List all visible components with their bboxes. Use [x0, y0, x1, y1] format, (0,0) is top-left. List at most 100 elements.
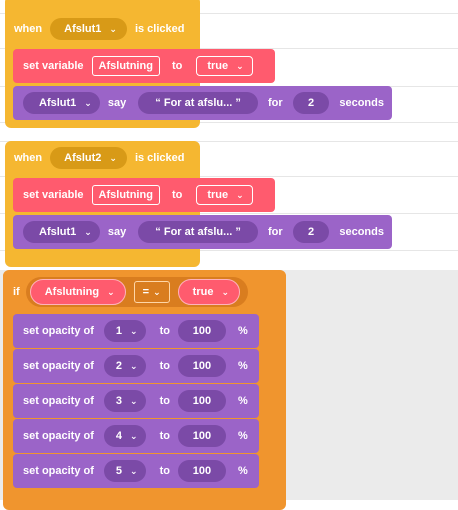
set-opacity-label: set opacity of [23, 465, 94, 477]
sprite-dropdown[interactable]: Afslut1 ⌄ [50, 18, 127, 40]
grid-line [0, 13, 458, 14]
say-sprite-label: Afslut1 [39, 97, 77, 109]
value-dropdown[interactable]: true ⌄ [196, 185, 253, 205]
chevron-down-icon: ⌄ [130, 325, 138, 336]
opacity-target-label: 4 [115, 430, 123, 442]
chevron-down-icon: ⌄ [130, 430, 138, 441]
to-label: to [159, 395, 170, 407]
set-opacity-label: set opacity of [23, 325, 94, 337]
say-block[interactable]: Afslut1 ⌄ say “ For at afslu... ” for 2 … [13, 215, 392, 249]
say-block[interactable]: Afslut1 ⌄ say “ For at afslu... ” for 2 … [13, 86, 392, 120]
opacity-target-dropdown[interactable]: 2 ⌄ [103, 355, 146, 377]
set-opacity-label: set opacity of [23, 395, 94, 407]
opacity-value-field[interactable]: 100 [177, 390, 226, 412]
condition-expression[interactable]: Afslutning ⌄ = ⌄ true ⌄ [25, 277, 248, 307]
set-variable-label: set variable [23, 60, 84, 72]
to-label: to [159, 325, 170, 337]
grid-line [0, 48, 458, 49]
chevron-down-icon: ⌄ [109, 23, 117, 34]
say-sprite-dropdown[interactable]: Afslut1 ⌄ [23, 221, 100, 243]
chevron-down-icon: ⌄ [84, 226, 92, 237]
set-variable-label: set variable [23, 189, 84, 201]
chevron-down-icon: ⌄ [130, 395, 138, 406]
set-opacity-label: set opacity of [23, 430, 94, 442]
say-sprite-label: Afslut1 [39, 226, 77, 238]
variable-name-field[interactable]: Afslutning [91, 185, 160, 205]
chevron-down-icon: ⌄ [236, 60, 244, 71]
operator-dropdown[interactable]: = ⌄ [133, 281, 170, 303]
opacity-value-field[interactable]: 100 [177, 355, 226, 377]
seconds-label: seconds [339, 97, 384, 109]
opacity-target-dropdown[interactable]: 5 ⌄ [103, 460, 146, 482]
when-label: when [14, 152, 43, 164]
seconds-field[interactable]: 2 [292, 92, 330, 114]
seconds-label: seconds [339, 226, 384, 238]
to-label: to [171, 60, 183, 72]
to-label: to [159, 360, 170, 372]
value-dropdown-label: true [207, 60, 229, 72]
grid-line [0, 250, 458, 251]
value-dropdown[interactable]: true ⌄ [196, 56, 253, 76]
chevron-down-icon: ⌄ [236, 189, 244, 200]
opacity-target-label: 2 [115, 360, 123, 372]
is-clicked-label: is clicked [134, 152, 185, 164]
chevron-down-icon: ⌄ [130, 360, 138, 371]
grid-line [0, 176, 458, 177]
set-opacity-label: set opacity of [23, 360, 94, 372]
opacity-target-dropdown[interactable]: 4 ⌄ [103, 425, 146, 447]
chevron-down-icon: ⌄ [84, 97, 92, 108]
for-label: for [267, 226, 283, 238]
opacity-target-dropdown[interactable]: 3 ⌄ [103, 390, 146, 412]
grid-line [0, 122, 458, 123]
operator-label: = [142, 286, 150, 298]
seconds-field[interactable]: 2 [292, 221, 330, 243]
opacity-target-label: 3 [115, 395, 123, 407]
opacity-value-field[interactable]: 100 [177, 460, 226, 482]
opacity-target-dropdown[interactable]: 1 ⌄ [103, 320, 146, 342]
message-field[interactable]: “ For at afslu... ” [138, 92, 258, 114]
if-header[interactable]: if Afslutning ⌄ = ⌄ true ⌄ [3, 272, 286, 312]
condition-variable-dropdown[interactable]: Afslutning ⌄ [29, 279, 126, 305]
to-label: to [159, 465, 170, 477]
say-label: say [107, 226, 127, 238]
condition-value-label: true [192, 286, 214, 298]
sprite-dropdown-label: Afslut2 [64, 152, 102, 164]
chevron-down-icon: ⌄ [107, 286, 115, 297]
chevron-down-icon: ⌄ [221, 286, 229, 297]
percent-label: % [237, 395, 248, 407]
set-opacity-block[interactable]: set opacity of 4 ⌄ to 100% [13, 419, 259, 453]
set-variable-block[interactable]: set variable Afslutning to true ⌄ [13, 178, 275, 212]
opacity-value-field[interactable]: 100 [177, 425, 226, 447]
message-field[interactable]: “ For at afslu... ” [138, 221, 258, 243]
condition-value-dropdown[interactable]: true ⌄ [177, 279, 240, 305]
chevron-down-icon: ⌄ [130, 465, 138, 476]
to-label: to [171, 189, 183, 201]
for-label: for [267, 97, 283, 109]
say-label: say [107, 97, 127, 109]
chevron-down-icon: ⌄ [109, 152, 117, 163]
grid-line [0, 141, 458, 142]
opacity-value-field[interactable]: 100 [177, 320, 226, 342]
set-opacity-block[interactable]: set opacity of 5 ⌄ to 100% [13, 454, 259, 488]
value-dropdown-label: true [207, 189, 229, 201]
set-opacity-block[interactable]: set opacity of 1 ⌄ to 100% [13, 314, 259, 348]
chevron-down-icon: ⌄ [153, 286, 161, 297]
opacity-target-label: 5 [115, 465, 123, 477]
is-clicked-label: is clicked [134, 23, 185, 35]
set-opacity-block[interactable]: set opacity of 3 ⌄ to 100% [13, 384, 259, 418]
if-label: if [13, 286, 20, 298]
when-label: when [14, 23, 43, 35]
grid-line [0, 213, 458, 214]
sprite-dropdown[interactable]: Afslut2 ⌄ [50, 147, 127, 169]
opacity-target-label: 1 [115, 325, 123, 337]
say-sprite-dropdown[interactable]: Afslut1 ⌄ [23, 92, 100, 114]
set-opacity-block[interactable]: set opacity of 2 ⌄ to 100% [13, 349, 259, 383]
condition-variable-label: Afslutning [44, 286, 100, 298]
percent-label: % [237, 430, 248, 442]
variable-name-field[interactable]: Afslutning [91, 56, 160, 76]
percent-label: % [237, 360, 248, 372]
sprite-dropdown-label: Afslut1 [64, 23, 102, 35]
percent-label: % [237, 325, 248, 337]
set-variable-block[interactable]: set variable Afslutning to true ⌄ [13, 49, 275, 83]
to-label: to [159, 430, 170, 442]
